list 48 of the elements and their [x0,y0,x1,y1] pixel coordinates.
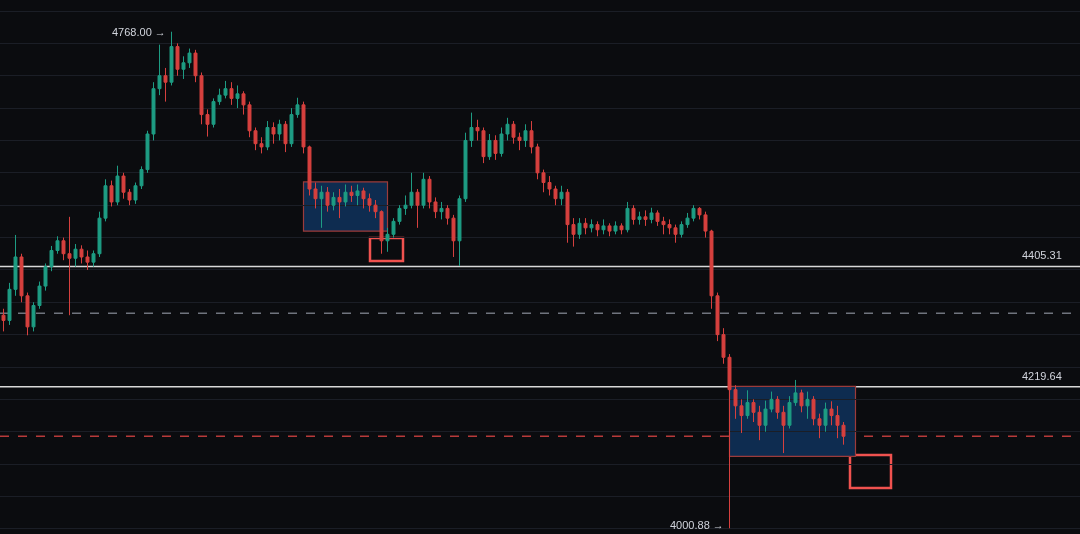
candlestick [277,119,282,141]
candlestick [607,222,612,237]
candlestick [577,217,582,240]
candlestick [355,183,360,206]
candlestick [625,201,630,233]
candlestick [601,218,606,235]
candlestick [343,183,348,207]
candlestick [337,188,342,219]
candlestick [169,31,174,86]
candlestick [319,185,324,229]
candlestick [799,389,804,413]
candlestick [325,186,330,213]
ref-line-label: 4405.31 [1022,249,1062,261]
candlestick [331,191,336,211]
candlestick [643,209,648,227]
candlestick [439,201,444,220]
candlestick [73,243,78,268]
ref-line-label: 4219.64 [1022,370,1062,382]
candlestick [421,172,426,209]
candlestick [493,134,498,161]
candlestick [175,42,180,77]
candlestick [271,121,276,145]
candlestick [583,217,588,235]
candlestick [559,185,564,206]
candlestick [229,81,234,106]
candlestick [823,402,828,433]
candlestick [649,207,654,224]
candlestick [595,220,600,237]
candlestick [631,204,636,226]
candlestick [235,84,240,109]
candlestick [115,165,120,206]
candlestick [415,188,420,229]
candlestick [745,389,750,420]
candlestick [265,120,270,151]
candlestick [805,391,810,420]
candlestick [487,133,492,161]
candlestick [1,308,6,332]
candlestick [613,220,618,235]
candlestick [349,185,354,203]
candlestick [283,120,288,153]
candlestick [523,123,528,148]
candlestick [163,67,168,103]
candlestick [637,211,642,226]
candlestick [109,180,114,207]
candlestick [619,222,624,235]
annotation: 4768.00 → [112,26,166,38]
candlestick [589,218,594,233]
annotation: 4000.88 → [670,519,724,531]
